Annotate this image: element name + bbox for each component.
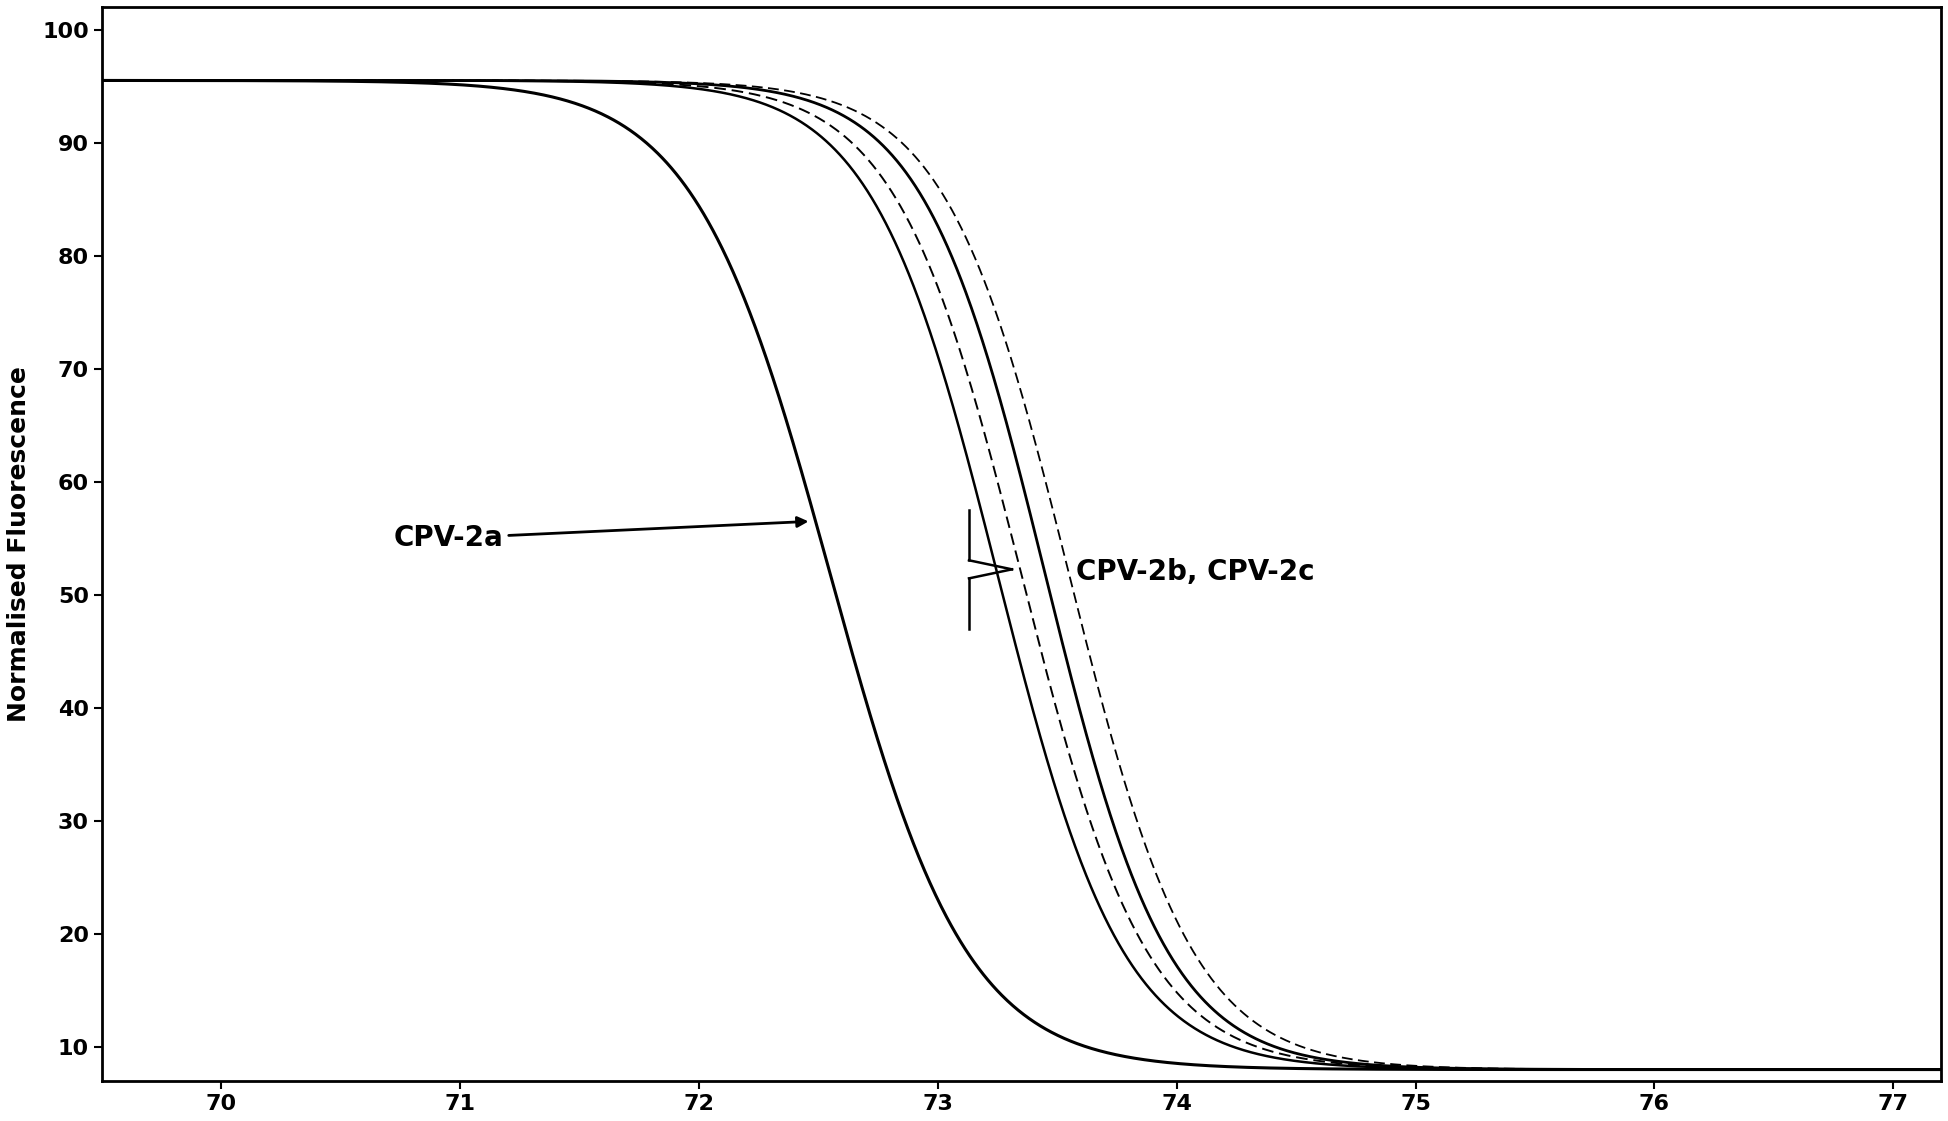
Y-axis label: Normalised Fluorescence: Normalised Fluorescence <box>8 365 31 722</box>
Text: CPV-2b, CPV-2c: CPV-2b, CPV-2c <box>1077 558 1315 586</box>
Text: CPV-2a: CPV-2a <box>393 518 805 553</box>
